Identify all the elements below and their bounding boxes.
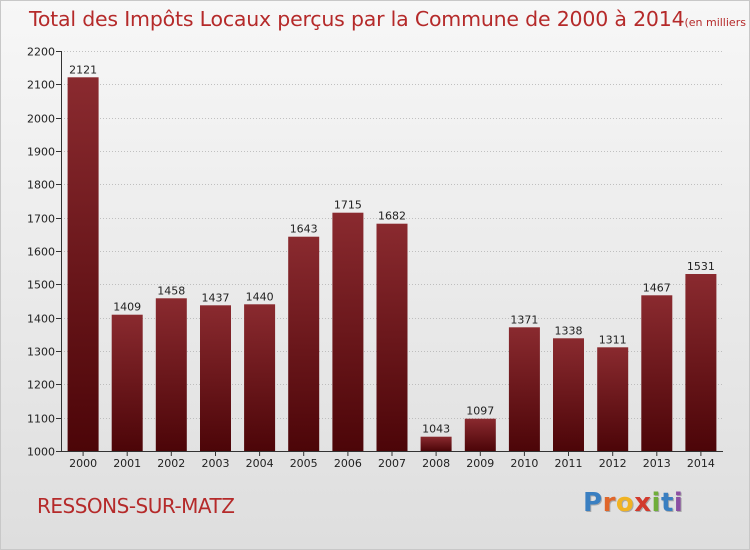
bar-value-label: 1409 xyxy=(113,301,141,314)
bar-value-label: 1440 xyxy=(246,290,274,303)
x-tick-label: 2013 xyxy=(643,457,671,470)
bar-2008 xyxy=(420,436,452,451)
bar-2003 xyxy=(200,305,231,451)
bar-value-label: 1437 xyxy=(202,291,230,304)
x-tick-label: 2004 xyxy=(246,457,274,470)
bar-2006 xyxy=(332,212,364,451)
bar-value-label: 1097 xyxy=(466,405,494,418)
x-tick-label: 2008 xyxy=(422,457,450,470)
bar-2014 xyxy=(685,274,717,451)
bar-2011 xyxy=(553,338,584,451)
y-axis: 1000 1100 1200 1300 1400 1500 1600 1700 1800 1900… xyxy=(27,46,62,459)
logo-letter: i xyxy=(651,488,661,518)
logo-letter: o xyxy=(615,488,635,518)
bar-2013 xyxy=(641,295,673,451)
bars: 2121 1409 1458 1437 1440 1643 1715 1682 1043 1097… xyxy=(67,63,717,452)
bar-value-label: 1458 xyxy=(157,284,185,297)
x-tick-label: 2000 xyxy=(69,457,97,470)
bar-value-label: 1531 xyxy=(687,260,715,273)
x-tick-label: 2003 xyxy=(202,457,230,470)
x-axis: 2000 2001 2002 2003 2004 2005 2006 2007 2008 2009… xyxy=(61,451,723,470)
chart-title: Total des Impôts Locaux perçus par la Co… xyxy=(29,7,685,31)
x-tick-label: 2010 xyxy=(510,457,538,470)
bar-2010 xyxy=(508,327,540,451)
commune-name: RESSONS-SUR-MATZ xyxy=(37,494,235,518)
bar-value-label: 1467 xyxy=(643,281,671,294)
logo-letter: x xyxy=(634,488,652,518)
y-tick-label: 2100 xyxy=(27,79,55,92)
bar-value-label: 1311 xyxy=(599,333,627,346)
y-tick-label: 1100 xyxy=(27,413,55,426)
bar-2002 xyxy=(155,298,187,451)
bar-value-label: 2121 xyxy=(69,63,97,76)
y-tick-label: 1300 xyxy=(27,346,55,359)
x-tick-label: 2007 xyxy=(378,457,406,470)
y-tick-label: 1700 xyxy=(27,213,55,226)
x-tick-label: 2001 xyxy=(113,457,141,470)
y-tick-label: 1000 xyxy=(27,446,55,459)
bar-value-label: 1643 xyxy=(290,223,318,236)
x-tick-label: 2002 xyxy=(157,457,185,470)
bar-value-label: 1715 xyxy=(334,199,362,212)
x-tick-label: 2005 xyxy=(290,457,318,470)
x-tick-label: 2011 xyxy=(555,457,583,470)
bar-value-label: 1682 xyxy=(378,210,406,223)
y-tick-label: 1400 xyxy=(27,313,55,326)
bar-2009 xyxy=(464,418,496,451)
y-tick-label: 1200 xyxy=(27,379,55,392)
logo-letter: P xyxy=(583,488,603,518)
bar-2005 xyxy=(288,236,320,451)
bar-2001 xyxy=(111,314,143,451)
y-tick-label: 1500 xyxy=(27,279,55,292)
bar-2000 xyxy=(67,77,99,452)
bar-2004 xyxy=(244,304,276,451)
bar-value-label: 1371 xyxy=(510,313,538,326)
y-tick-label: 2000 xyxy=(27,113,55,126)
y-tick-label: 1800 xyxy=(27,179,55,192)
logo-letter: t xyxy=(660,488,674,518)
proxiti-logo: Proxiti xyxy=(583,488,683,518)
chart-title-row: Total des Impôts Locaux perçus par la Co… xyxy=(29,7,749,31)
y-tick-label: 1600 xyxy=(27,246,55,259)
x-tick-label: 2009 xyxy=(466,457,494,470)
bar-value-label: 1043 xyxy=(422,423,450,436)
logo-letter: i xyxy=(673,488,684,518)
x-tick-label: 2006 xyxy=(334,457,362,470)
bar-2012 xyxy=(597,347,629,451)
y-tick-label: 1900 xyxy=(27,146,55,159)
chart-subtitle: (en milliers d'€) xyxy=(684,16,749,29)
bar-value-label: 1338 xyxy=(555,324,583,337)
x-tick-label: 2014 xyxy=(687,457,715,470)
logo-letter: r xyxy=(602,488,616,518)
x-tick-label: 2012 xyxy=(599,457,627,470)
bar-2007 xyxy=(376,223,408,451)
y-tick-label: 2200 xyxy=(27,46,55,59)
